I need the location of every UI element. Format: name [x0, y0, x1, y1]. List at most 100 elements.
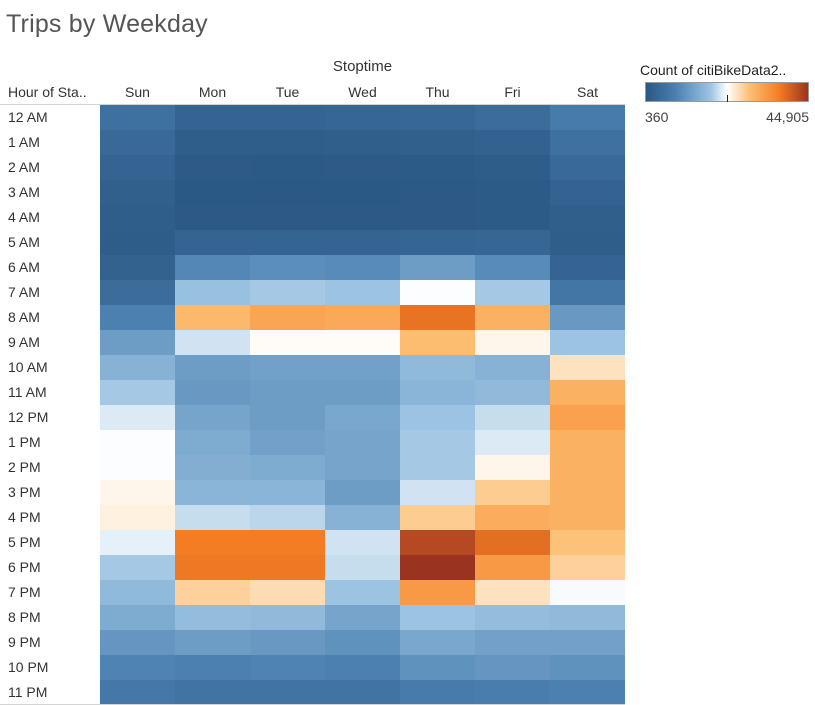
heatmap-cell-11pm-wed[interactable]	[325, 680, 400, 705]
heatmap-cell-3am-sun[interactable]	[100, 180, 175, 205]
heatmap-cell-9am-thu[interactable]	[400, 330, 475, 355]
heatmap-cell-10am-mon[interactable]	[175, 355, 250, 380]
heatmap-cell-7am-tue[interactable]	[250, 280, 325, 305]
heatmap-cell-1pm-tue[interactable]	[250, 430, 325, 455]
heatmap-cell-11pm-fri[interactable]	[475, 680, 550, 705]
heatmap-cell-9am-mon[interactable]	[175, 330, 250, 355]
heatmap-cell-8am-thu[interactable]	[400, 305, 475, 330]
heatmap-cell-4pm-mon[interactable]	[175, 505, 250, 530]
heatmap-cell-1am-thu[interactable]	[400, 130, 475, 155]
heatmap-cell-10pm-mon[interactable]	[175, 655, 250, 680]
heatmap-cell-3am-mon[interactable]	[175, 180, 250, 205]
heatmap-cell-11am-mon[interactable]	[175, 380, 250, 405]
heatmap-cell-3pm-fri[interactable]	[475, 480, 550, 505]
heatmap-cell-7pm-wed[interactable]	[325, 580, 400, 605]
heatmap-cell-4am-mon[interactable]	[175, 205, 250, 230]
heatmap-cell-3am-tue[interactable]	[250, 180, 325, 205]
heatmap-cell-11am-tue[interactable]	[250, 380, 325, 405]
heatmap-cell-5pm-tue[interactable]	[250, 530, 325, 555]
heatmap-cell-1am-mon[interactable]	[175, 130, 250, 155]
heatmap-cell-5pm-mon[interactable]	[175, 530, 250, 555]
heatmap-cell-6pm-mon[interactable]	[175, 555, 250, 580]
heatmap-cell-2am-mon[interactable]	[175, 155, 250, 180]
heatmap-cell-4am-sat[interactable]	[550, 205, 625, 230]
row-header[interactable]: Hour of Sta..	[8, 84, 87, 100]
heatmap-cell-8am-wed[interactable]	[325, 305, 400, 330]
heatmap-cell-12pm-sun[interactable]	[100, 405, 175, 430]
heatmap-cell-9pm-mon[interactable]	[175, 630, 250, 655]
heatmap-cell-11pm-sun[interactable]	[100, 680, 175, 705]
heatmap-cell-11pm-tue[interactable]	[250, 680, 325, 705]
heatmap-cell-10am-sun[interactable]	[100, 355, 175, 380]
heatmap-cell-4am-thu[interactable]	[400, 205, 475, 230]
heatmap-cell-7pm-sat[interactable]	[550, 580, 625, 605]
heatmap-cell-2am-tue[interactable]	[250, 155, 325, 180]
heatmap-cell-4pm-sat[interactable]	[550, 505, 625, 530]
heatmap-cell-11am-fri[interactable]	[475, 380, 550, 405]
heatmap-cell-2am-wed[interactable]	[325, 155, 400, 180]
heatmap-cell-5am-fri[interactable]	[475, 230, 550, 255]
heatmap-cell-7am-sun[interactable]	[100, 280, 175, 305]
heatmap-cell-10pm-sun[interactable]	[100, 655, 175, 680]
heatmap-cell-5am-sat[interactable]	[550, 230, 625, 255]
heatmap-cell-6pm-fri[interactable]	[475, 555, 550, 580]
heatmap-cell-6pm-tue[interactable]	[250, 555, 325, 580]
heatmap-cell-12am-fri[interactable]	[475, 105, 550, 130]
heatmap-cell-1am-sun[interactable]	[100, 130, 175, 155]
heatmap-cell-5am-tue[interactable]	[250, 230, 325, 255]
heatmap-cell-3am-wed[interactable]	[325, 180, 400, 205]
heatmap-cell-1am-tue[interactable]	[250, 130, 325, 155]
heatmap-cell-9am-sat[interactable]	[550, 330, 625, 355]
heatmap-cell-8am-sat[interactable]	[550, 305, 625, 330]
heatmap-cell-1pm-wed[interactable]	[325, 430, 400, 455]
heatmap-cell-2pm-thu[interactable]	[400, 455, 475, 480]
heatmap-cell-10pm-thu[interactable]	[400, 655, 475, 680]
heatmap-cell-4am-fri[interactable]	[475, 205, 550, 230]
heatmap-cell-3am-sat[interactable]	[550, 180, 625, 205]
heatmap-cell-4am-wed[interactable]	[325, 205, 400, 230]
heatmap-cell-12am-thu[interactable]	[400, 105, 475, 130]
heatmap-cell-9am-fri[interactable]	[475, 330, 550, 355]
heatmap-cell-3pm-thu[interactable]	[400, 480, 475, 505]
heatmap-cell-3am-fri[interactable]	[475, 180, 550, 205]
heatmap-cell-2am-fri[interactable]	[475, 155, 550, 180]
heatmap-cell-8pm-wed[interactable]	[325, 605, 400, 630]
heatmap-cell-2am-thu[interactable]	[400, 155, 475, 180]
heatmap-cell-2pm-tue[interactable]	[250, 455, 325, 480]
heatmap-cell-12am-wed[interactable]	[325, 105, 400, 130]
heatmap-cell-4pm-fri[interactable]	[475, 505, 550, 530]
heatmap-cell-6pm-sat[interactable]	[550, 555, 625, 580]
heatmap-cell-12pm-mon[interactable]	[175, 405, 250, 430]
heatmap-cell-8am-fri[interactable]	[475, 305, 550, 330]
heatmap-cell-6am-thu[interactable]	[400, 255, 475, 280]
heatmap-cell-9pm-fri[interactable]	[475, 630, 550, 655]
heatmap-cell-5am-sun[interactable]	[100, 230, 175, 255]
heatmap-cell-7am-thu[interactable]	[400, 280, 475, 305]
heatmap-grid[interactable]	[100, 105, 625, 705]
heatmap-cell-6pm-thu[interactable]	[400, 555, 475, 580]
heatmap-cell-9pm-sat[interactable]	[550, 630, 625, 655]
heatmap-cell-10am-tue[interactable]	[250, 355, 325, 380]
heatmap-cell-7am-sat[interactable]	[550, 280, 625, 305]
heatmap-cell-3pm-mon[interactable]	[175, 480, 250, 505]
heatmap-cell-1pm-fri[interactable]	[475, 430, 550, 455]
heatmap-cell-4pm-tue[interactable]	[250, 505, 325, 530]
heatmap-cell-12pm-fri[interactable]	[475, 405, 550, 430]
heatmap-cell-7pm-thu[interactable]	[400, 580, 475, 605]
heatmap-cell-8pm-sat[interactable]	[550, 605, 625, 630]
heatmap-cell-5pm-sat[interactable]	[550, 530, 625, 555]
heatmap-cell-9pm-wed[interactable]	[325, 630, 400, 655]
heatmap-cell-12am-sat[interactable]	[550, 105, 625, 130]
heatmap-cell-1pm-sat[interactable]	[550, 430, 625, 455]
heatmap-cell-10am-wed[interactable]	[325, 355, 400, 380]
heatmap-cell-8pm-thu[interactable]	[400, 605, 475, 630]
heatmap-cell-2pm-wed[interactable]	[325, 455, 400, 480]
heatmap-cell-12am-mon[interactable]	[175, 105, 250, 130]
heatmap-cell-8am-tue[interactable]	[250, 305, 325, 330]
heatmap-cell-5am-mon[interactable]	[175, 230, 250, 255]
heatmap-cell-7pm-sun[interactable]	[100, 580, 175, 605]
heatmap-cell-5pm-wed[interactable]	[325, 530, 400, 555]
heatmap-cell-12pm-wed[interactable]	[325, 405, 400, 430]
heatmap-cell-11am-thu[interactable]	[400, 380, 475, 405]
heatmap-cell-6am-sun[interactable]	[100, 255, 175, 280]
